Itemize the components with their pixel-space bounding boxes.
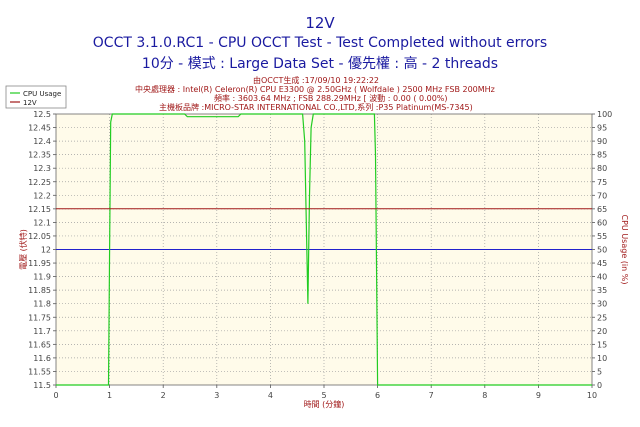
y-right-tick-label: 40 xyxy=(597,273,607,282)
legend-label: 12V xyxy=(23,99,37,107)
y-right-tick-label: 30 xyxy=(597,300,607,309)
y-right-tick-label: 100 xyxy=(597,110,612,119)
x-tick-label: 6 xyxy=(375,391,380,400)
x-axis-label: 時間 (分鐘) xyxy=(304,399,345,409)
x-tick-label: 2 xyxy=(161,391,166,400)
y-right-tick-label: 45 xyxy=(597,259,607,268)
y-left-tick-label: 12.5 xyxy=(33,110,51,119)
y-right-tick-label: 75 xyxy=(597,178,607,187)
y-right-tick-label: 95 xyxy=(597,124,607,133)
y-right-tick-label: 80 xyxy=(597,164,607,173)
series-line-cpu-usage xyxy=(56,113,592,386)
y-right-tick-label: 50 xyxy=(597,246,607,255)
x-tick-label: 3 xyxy=(214,391,219,400)
chart-subtitle-test-status: OCCT 3.1.0.RC1 - CPU OCCT Test - Test Co… xyxy=(92,35,548,51)
y-left-tick-label: 11.6 xyxy=(33,354,51,363)
x-tick-label: 10 xyxy=(587,391,597,400)
y-right-tick-label: 35 xyxy=(597,286,607,295)
x-tick-label: 7 xyxy=(429,391,434,400)
y-left-tick-label: 11.65 xyxy=(28,340,51,349)
x-tick-label: 0 xyxy=(53,391,58,400)
y-right-tick-label: 55 xyxy=(597,232,607,241)
y-right-tick-label: 15 xyxy=(597,340,607,349)
y-left-tick-label: 11.95 xyxy=(28,259,51,268)
x-tick-label: 9 xyxy=(536,391,541,400)
x-tick-label: 5 xyxy=(321,391,326,400)
y-right-tick-label: 65 xyxy=(597,205,607,214)
y-left-tick-label: 11.55 xyxy=(28,367,51,376)
y-left-tick-label: 12.45 xyxy=(28,124,51,133)
y-right-tick-label: 20 xyxy=(597,327,607,336)
y-left-tick-label: 12.3 xyxy=(33,164,51,173)
y-right-tick-label: 70 xyxy=(597,191,607,200)
cpu-info-line: 中央處理器 : Intel(R) Celeron(R) CPU E3300 @ … xyxy=(135,85,495,94)
chart-subtitle-mode: 10分 - 模式 : Large Data Set - 優先權 : 高 - 2 … xyxy=(141,56,499,72)
frequency-info-line: 頻率 : 3603.64 MHz ; FSB 288.29MHz [ 波動 : … xyxy=(214,94,448,103)
y-right-tick-label: 0 xyxy=(597,381,602,390)
y-left-tick-label: 11.85 xyxy=(28,286,51,295)
motherboard-info-line: 主機板品牌 :MICRO-STAR INTERNATIONAL CO.,LTD,… xyxy=(159,103,473,112)
y-left-axis-label: 電壓 (伏特) xyxy=(18,229,28,270)
y-right-axis-label: CPU Usage (in %) xyxy=(620,215,629,285)
y-left-tick-label: 11.5 xyxy=(33,381,51,390)
chart-title: 12V xyxy=(305,14,335,32)
x-tick-label: 1 xyxy=(107,391,112,400)
y-left-tick-label: 12.15 xyxy=(28,205,51,214)
generated-by-line: 由OCCT生成 :17/09/10 19:22:22 xyxy=(253,76,379,85)
x-tick-label: 8 xyxy=(482,391,487,400)
legend-box xyxy=(5,85,67,109)
y-left-tick-label: 12.4 xyxy=(33,137,51,146)
y-right-tick-label: 60 xyxy=(597,218,607,227)
y-left-tick-label: 12.2 xyxy=(33,191,51,200)
y-right-tick-label: 25 xyxy=(597,313,607,322)
y-left-tick-label: 11.9 xyxy=(33,273,51,282)
y-left-tick-label: 12.25 xyxy=(28,178,51,187)
y-left-tick-label: 12 xyxy=(41,246,51,255)
y-left-tick-label: 11.75 xyxy=(28,313,51,322)
legend-label: CPU Usage xyxy=(23,90,61,98)
y-right-tick-label: 90 xyxy=(597,137,607,146)
y-left-tick-label: 11.8 xyxy=(33,300,51,309)
y-left-tick-label: 12.05 xyxy=(28,232,51,241)
y-left-tick-label: 11.7 xyxy=(33,327,51,336)
y-right-tick-label: 85 xyxy=(597,151,607,160)
y-right-tick-label: 10 xyxy=(597,354,607,363)
y-left-tick-label: 12.35 xyxy=(28,151,51,160)
y-left-tick-label: 12.1 xyxy=(33,218,51,227)
y-right-tick-label: 5 xyxy=(597,367,602,376)
x-tick-label: 4 xyxy=(268,391,273,400)
